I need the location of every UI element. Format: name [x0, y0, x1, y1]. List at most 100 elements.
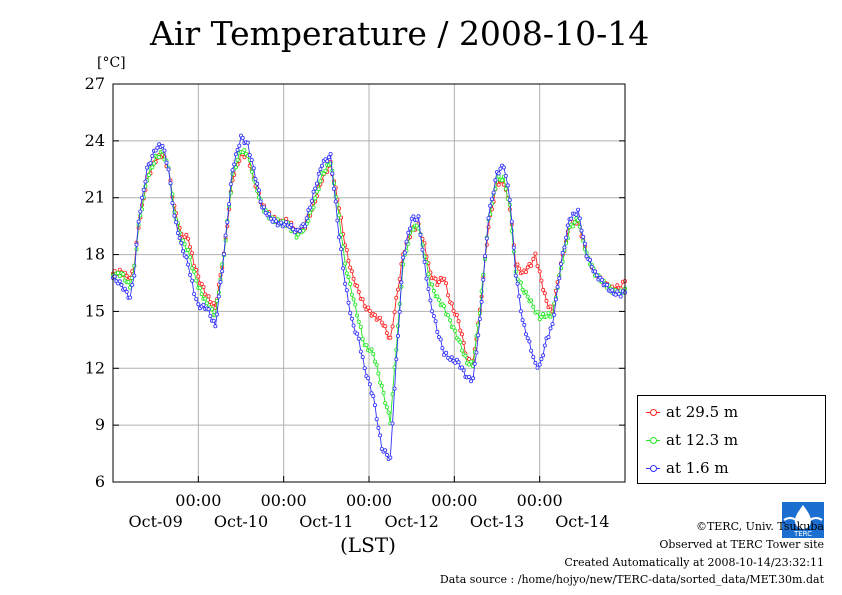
data-point	[542, 343, 547, 348]
data-point	[518, 280, 523, 285]
data-point	[576, 207, 581, 212]
data-point	[225, 220, 230, 225]
data-point	[517, 266, 522, 271]
data-point	[213, 324, 218, 329]
data-point	[469, 359, 474, 364]
data-point	[414, 223, 419, 228]
data-point	[356, 336, 361, 341]
data-point	[313, 186, 318, 191]
logo-text: TERC	[793, 530, 812, 538]
data-point	[579, 228, 584, 233]
data-point	[435, 282, 440, 287]
data-point	[242, 155, 247, 160]
data-point	[539, 357, 544, 362]
data-point	[121, 272, 126, 277]
data-point	[456, 319, 461, 324]
data-point	[565, 223, 570, 228]
legend-item-12-3m: at 12.3 m	[646, 430, 738, 450]
data-point	[355, 283, 360, 288]
data-point	[430, 282, 435, 287]
data-point	[372, 359, 377, 364]
data-point	[175, 230, 180, 235]
data-point	[273, 219, 278, 224]
data-point	[376, 371, 381, 376]
data-point	[533, 251, 538, 256]
data-point	[206, 294, 211, 299]
data-point	[117, 279, 122, 284]
data-point	[496, 171, 501, 176]
data-point	[346, 258, 351, 263]
axis-layer: 6 9 12 15 18 21 24 27 00:00 00:00 00:00 00:00 00:00 O…	[85, 74, 625, 531]
data-point	[351, 323, 356, 328]
data-point	[442, 276, 447, 281]
data-point	[301, 228, 306, 233]
data-point	[477, 316, 482, 321]
data-point	[454, 312, 459, 317]
data-point	[383, 401, 388, 406]
data-point	[426, 272, 431, 277]
data-point	[364, 343, 369, 348]
data-point	[484, 236, 489, 241]
data-point	[453, 328, 458, 333]
data-point	[227, 202, 232, 207]
data-point	[230, 168, 235, 173]
data-point	[328, 151, 333, 156]
data-point	[130, 282, 135, 287]
data-point	[610, 288, 615, 293]
data-point	[550, 322, 555, 327]
data-point	[394, 357, 399, 362]
data-point	[529, 348, 534, 353]
data-point	[594, 273, 599, 278]
data-point	[199, 282, 204, 287]
data-point	[366, 376, 371, 381]
data-point	[546, 310, 551, 315]
legend-label-1-6m: at 1.6 m	[666, 459, 729, 477]
x-tick-label: 00:00	[261, 491, 307, 510]
data-point	[296, 232, 301, 237]
data-point	[344, 288, 349, 293]
data-point	[500, 178, 505, 183]
data-point	[520, 318, 525, 323]
data-point	[535, 365, 540, 370]
data-point	[509, 219, 514, 224]
data-point	[560, 250, 565, 255]
data-point	[302, 224, 307, 229]
data-point	[384, 405, 389, 410]
chart-title: Air Temperature / 2008-10-14	[150, 14, 650, 53]
data-point	[588, 257, 593, 262]
data-point	[570, 224, 575, 229]
data-point	[249, 158, 254, 163]
data-point	[515, 281, 520, 286]
data-point	[548, 326, 553, 331]
data-point	[184, 255, 189, 260]
data-point	[483, 254, 488, 259]
data-point	[416, 214, 421, 219]
data-point	[355, 331, 360, 336]
data-point	[600, 277, 605, 282]
data-point	[459, 348, 464, 353]
data-point	[395, 333, 400, 338]
data-point	[196, 302, 201, 307]
data-point	[589, 264, 594, 269]
data-point	[531, 355, 536, 360]
data-point	[124, 273, 129, 278]
x-tick-label: 00:00	[431, 491, 477, 510]
data-point	[522, 322, 527, 327]
data-point	[242, 147, 247, 152]
data-point	[511, 245, 516, 250]
data-point	[559, 261, 564, 266]
data-point	[141, 187, 146, 192]
data-point	[313, 196, 318, 201]
data-point	[151, 161, 156, 166]
data-point	[237, 143, 242, 148]
data-point	[444, 350, 449, 355]
data-point	[404, 239, 409, 244]
data-point	[201, 302, 206, 307]
data-point	[366, 305, 371, 310]
created-text: Created Automatically at 2008-10-14/23:3…	[564, 556, 824, 569]
data-point	[223, 233, 228, 238]
data-point	[384, 331, 389, 336]
data-point	[337, 213, 342, 218]
data-point	[170, 201, 175, 206]
